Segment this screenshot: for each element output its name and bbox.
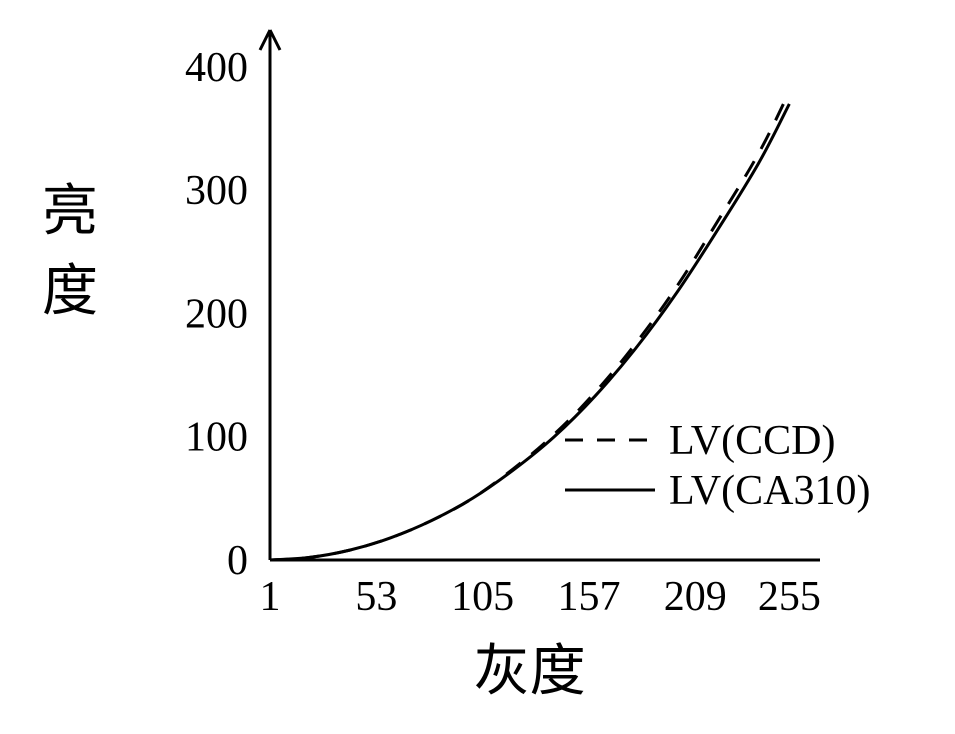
x-tick-label: 105 — [451, 574, 514, 620]
y-tick-label: 300 — [185, 168, 248, 214]
y-tick-label: 100 — [185, 415, 248, 461]
y-tick-label: 200 — [185, 291, 248, 337]
x-tick-label: 1 — [260, 574, 281, 620]
y-tick-label: 0 — [227, 538, 248, 584]
legend-label: LV(CCD) — [669, 418, 835, 464]
x-tick-label: 209 — [664, 574, 727, 620]
legend-label: LV(CA310) — [669, 468, 870, 514]
y-axis-label-char: 度 — [42, 261, 98, 323]
x-tick-label: 53 — [355, 574, 397, 620]
x-tick-label: 255 — [758, 574, 821, 620]
chart-container: 0 100 200 300 400 1 53 105 157 209 255 亮度灰度 LV(CCD)L… — [0, 0, 955, 734]
y-tick-label: 400 — [185, 45, 248, 91]
x-tick-label: 157 — [557, 574, 620, 620]
y-axis-label-char: 亮 — [42, 181, 98, 243]
x-axis-label: 灰度 — [474, 641, 586, 703]
line-chart: 0 100 200 300 400 1 53 105 157 209 255 亮度灰度 LV(CCD)L… — [0, 0, 955, 734]
